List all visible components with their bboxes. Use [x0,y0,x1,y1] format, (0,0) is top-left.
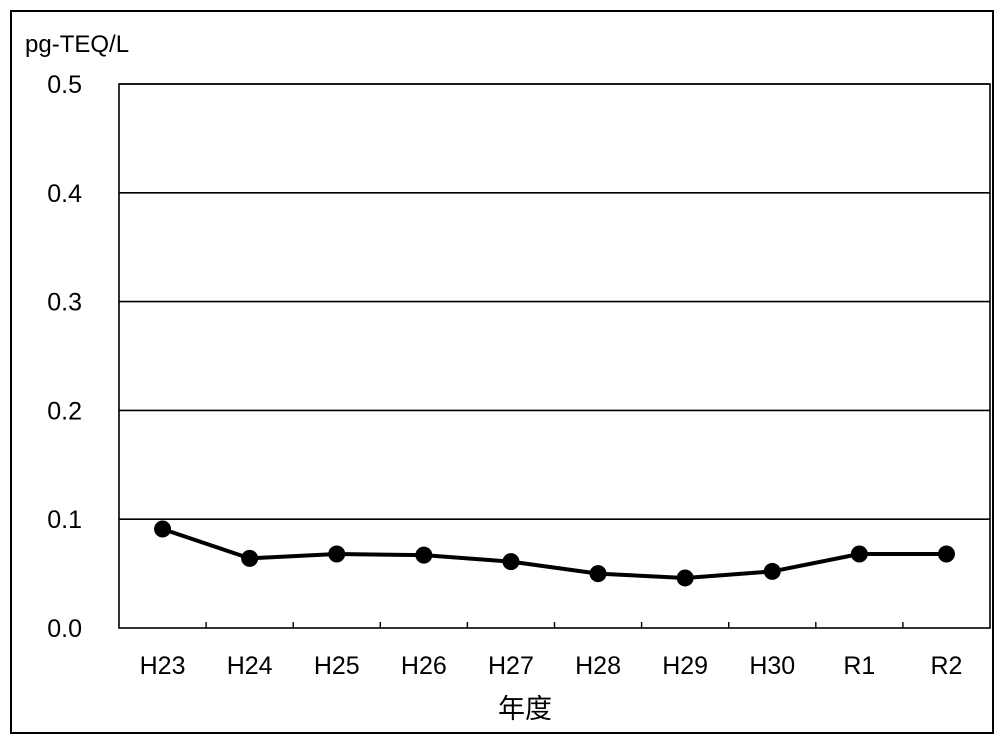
y-axis-unit-label: pg-TEQ/L [25,31,129,58]
data-point-h30 [763,562,781,580]
x-tick-label: H29 [662,652,708,680]
x-tick-label: H25 [314,652,360,680]
data-point-h25 [328,545,346,563]
axes [118,83,991,629]
gridlines [119,83,990,521]
x-axis-label: 年度 [498,694,552,724]
x-tick-label: H30 [749,652,795,680]
x-tick-label: H28 [575,652,621,680]
x-tick-label: H23 [140,652,186,680]
y-tick-label: 0.0 [47,615,82,643]
y-tick-label: 0.4 [47,180,82,208]
y-tick-labels: 0.0 0.1 0.2 0.3 0.4 0.5 [47,71,82,643]
data-point-r2 [937,545,955,563]
data-point-h23 [154,520,172,538]
data-point-h29 [676,569,694,587]
x-tick-labels: H23 H24 H25 H26 H27 H28 H29 H30 R1 R2 [140,652,963,680]
data-series [154,520,955,587]
x-tick-label: R2 [930,652,962,680]
data-point-h28 [589,565,607,583]
y-tick-label: 0.2 [47,397,82,425]
series-line [161,527,947,580]
y-tick-label: 0.5 [47,71,82,99]
data-point-h26 [415,546,433,564]
x-tick-label: H27 [488,652,534,680]
data-point-h27 [502,553,520,571]
x-tick-label: H24 [227,652,273,680]
chart-frame [10,10,994,734]
data-point-r1 [850,545,868,563]
data-point-h24 [241,549,259,567]
y-tick-label: 0.3 [47,289,82,317]
y-tick-label: 0.1 [47,506,82,534]
x-tick-label: H26 [401,652,447,680]
x-tick-label: R1 [843,652,875,680]
